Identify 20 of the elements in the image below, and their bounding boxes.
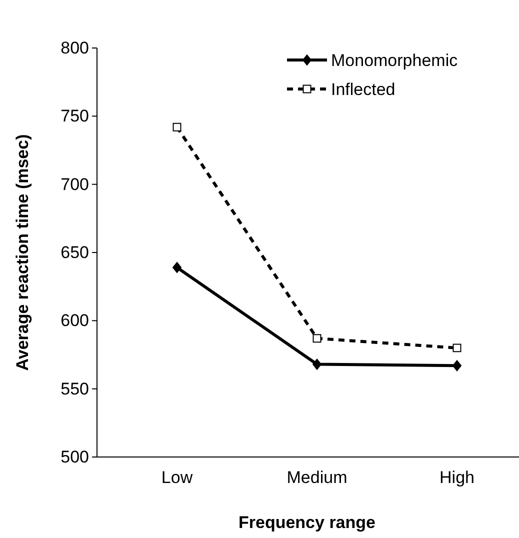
x-tick-label: High	[440, 468, 474, 488]
y-axis-title: Average reaction time (msec)	[13, 134, 32, 371]
y-tick-label: 600	[60, 311, 89, 330]
y-tick-label: 550	[60, 379, 89, 398]
legend-label: Inflected	[331, 80, 396, 99]
x-axis-title: Frequency range	[238, 513, 376, 532]
y-tick-label: 650	[60, 242, 89, 262]
y-tick-label: 700	[60, 174, 89, 194]
x-tick-label: Low	[161, 468, 194, 488]
point	[312, 334, 322, 343]
legend-label: Monomorphemic	[331, 51, 458, 70]
point	[452, 360, 462, 372]
point	[172, 122, 182, 132]
x-tick-label: Medium	[286, 468, 348, 488]
y-tick-label: 800	[60, 38, 89, 58]
point	[452, 344, 462, 352]
y-tick-label: 750	[60, 106, 89, 126]
point	[172, 262, 182, 273]
point	[312, 358, 322, 370]
y-tick-label: 500	[60, 447, 89, 466]
